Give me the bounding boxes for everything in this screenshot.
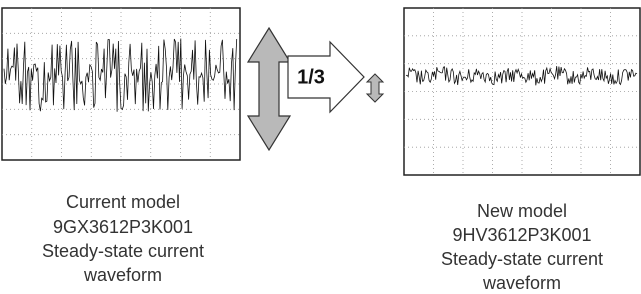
left-caption-line: Current model bbox=[66, 192, 180, 212]
left-caption-line: waveform bbox=[83, 265, 162, 285]
small-double-arrow bbox=[367, 74, 383, 102]
right-caption-line: New model bbox=[477, 201, 567, 221]
reduction-label: 1/3 bbox=[297, 66, 325, 88]
diagram: 1/3 Current model 9GX3612P3K001 Steady-s… bbox=[0, 0, 641, 294]
left-caption-line: 9GX3612P3K001 bbox=[53, 217, 193, 237]
large-double-arrow bbox=[248, 28, 290, 150]
left-caption-line: Steady-state current bbox=[42, 241, 204, 261]
right-caption-line: Steady-state current bbox=[441, 249, 603, 269]
right-caption-line: waveform bbox=[482, 273, 561, 293]
right-caption-line: 9HV3612P3K001 bbox=[452, 225, 591, 245]
page: {"arrow_label": "1/3", "panels": [ {"cap… bbox=[0, 0, 641, 294]
